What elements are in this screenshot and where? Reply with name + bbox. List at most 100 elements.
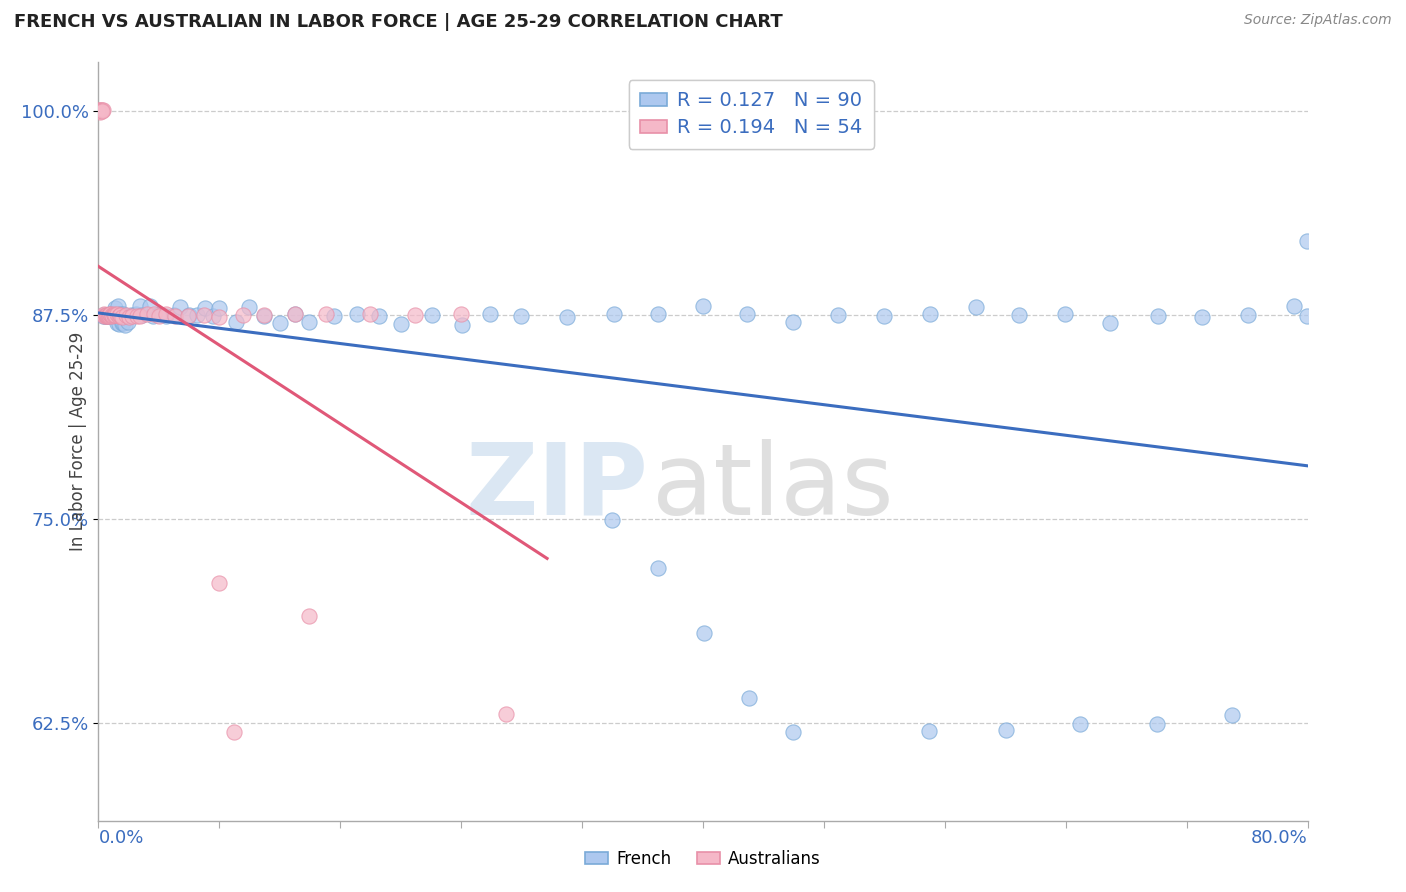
- Point: [603, 307, 626, 321]
- Point: [87, 103, 110, 117]
- Point: [131, 308, 153, 322]
- Point: [1054, 308, 1077, 322]
- Point: [120, 308, 142, 322]
- Point: [404, 308, 426, 322]
- Point: [114, 308, 136, 322]
- Text: Source: ZipAtlas.com: Source: ZipAtlas.com: [1244, 13, 1392, 28]
- Point: [91, 103, 114, 118]
- Point: [283, 307, 305, 321]
- Point: [138, 300, 160, 314]
- Point: [479, 307, 502, 321]
- Point: [224, 724, 246, 739]
- Point: [232, 309, 254, 323]
- Point: [495, 707, 517, 722]
- Point: [827, 309, 849, 323]
- Point: [90, 103, 112, 117]
- Point: [125, 307, 148, 321]
- Point: [117, 310, 139, 324]
- Point: [389, 318, 412, 332]
- Y-axis label: In Labor Force | Age 25-29: In Labor Force | Age 25-29: [69, 332, 87, 551]
- Point: [111, 310, 134, 324]
- Point: [207, 301, 229, 315]
- Point: [1146, 716, 1168, 731]
- Point: [602, 513, 624, 527]
- Point: [1220, 707, 1243, 722]
- Text: 80.0%: 80.0%: [1251, 829, 1308, 847]
- Point: [91, 103, 114, 118]
- Point: [253, 308, 276, 322]
- Point: [163, 310, 186, 324]
- Point: [97, 310, 120, 324]
- Point: [1282, 299, 1305, 313]
- Point: [186, 308, 208, 322]
- Point: [917, 724, 939, 739]
- Point: [98, 308, 121, 322]
- Point: [647, 307, 669, 321]
- Point: [315, 307, 337, 321]
- Point: [108, 317, 131, 331]
- Point: [253, 310, 276, 324]
- Point: [98, 307, 121, 321]
- Point: [93, 309, 115, 323]
- Point: [692, 625, 714, 640]
- Point: [155, 307, 177, 321]
- Point: [87, 103, 110, 118]
- Point: [1191, 310, 1213, 324]
- Point: [101, 309, 124, 323]
- Point: [103, 308, 125, 322]
- Point: [96, 308, 118, 322]
- Point: [96, 310, 118, 324]
- Point: [450, 307, 472, 321]
- Point: [110, 308, 132, 322]
- Legend: French, Australians: French, Australians: [578, 844, 828, 875]
- Point: [96, 308, 118, 322]
- Point: [1069, 717, 1091, 731]
- Point: [117, 315, 139, 329]
- Point: [737, 307, 759, 321]
- Point: [89, 104, 111, 119]
- Point: [420, 308, 443, 322]
- Text: ZIP: ZIP: [465, 439, 648, 535]
- Point: [93, 307, 115, 321]
- Point: [177, 310, 200, 324]
- Point: [201, 309, 224, 323]
- Point: [104, 308, 127, 322]
- Point: [112, 316, 135, 330]
- Point: [103, 310, 125, 324]
- Point: [94, 309, 117, 323]
- Point: [782, 315, 804, 329]
- Point: [129, 299, 152, 313]
- Point: [1008, 308, 1031, 322]
- Point: [93, 309, 115, 323]
- Point: [98, 307, 121, 321]
- Point: [298, 609, 321, 624]
- Point: [557, 310, 579, 324]
- Point: [125, 310, 148, 324]
- Point: [110, 308, 132, 322]
- Text: 0.0%: 0.0%: [98, 829, 143, 847]
- Point: [105, 307, 128, 321]
- Point: [163, 308, 186, 322]
- Point: [510, 310, 533, 324]
- Point: [647, 560, 669, 574]
- Point: [208, 310, 231, 324]
- Point: [104, 307, 127, 321]
- Point: [98, 309, 121, 323]
- Point: [142, 309, 165, 323]
- Point: [100, 310, 122, 324]
- Point: [148, 309, 170, 323]
- Legend: R = 0.127   N = 90, R = 0.194   N = 54: R = 0.127 N = 90, R = 0.194 N = 54: [628, 79, 875, 149]
- Point: [96, 310, 118, 324]
- Point: [104, 301, 127, 315]
- Point: [225, 315, 247, 329]
- Point: [738, 690, 761, 705]
- Point: [965, 300, 987, 314]
- Point: [1098, 316, 1121, 330]
- Point: [451, 318, 474, 332]
- Point: [146, 308, 169, 322]
- Point: [124, 308, 146, 322]
- Point: [782, 724, 804, 739]
- Point: [107, 309, 129, 323]
- Point: [284, 307, 307, 321]
- Point: [110, 310, 132, 324]
